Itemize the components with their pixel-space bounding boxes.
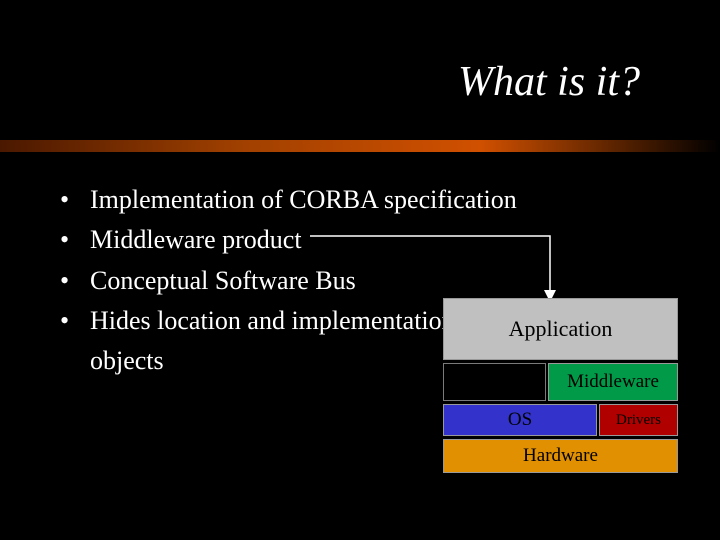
list-item: • Implementation of CORBA specification [60, 180, 660, 220]
os-box: OS [443, 404, 597, 436]
list-item: • Middleware product [60, 220, 660, 260]
os-row: OS Drivers [443, 404, 678, 436]
bullet-dot: • [60, 261, 90, 301]
middleware-row: Middleware [443, 363, 678, 401]
bullet-dot: • [60, 301, 90, 382]
bullet-dot: • [60, 180, 90, 220]
bullet-text: Middleware product [90, 220, 660, 260]
slide-title: What is it? [458, 58, 640, 106]
drivers-box: Drivers [599, 404, 678, 436]
bullet-text: Conceptual Software Bus [90, 261, 660, 301]
application-box: Application [443, 298, 678, 360]
middleware-gap [443, 363, 546, 401]
hardware-box: Hardware [443, 439, 678, 473]
list-item: • Conceptual Software Bus [60, 261, 660, 301]
middleware-box: Middleware [548, 363, 678, 401]
stack-diagram: Application Middleware OS Drivers Hardwa… [443, 298, 678, 473]
bullet-dot: • [60, 220, 90, 260]
bullet-text: Implementation of CORBA specification [90, 180, 660, 220]
divider-gradient [0, 140, 720, 152]
